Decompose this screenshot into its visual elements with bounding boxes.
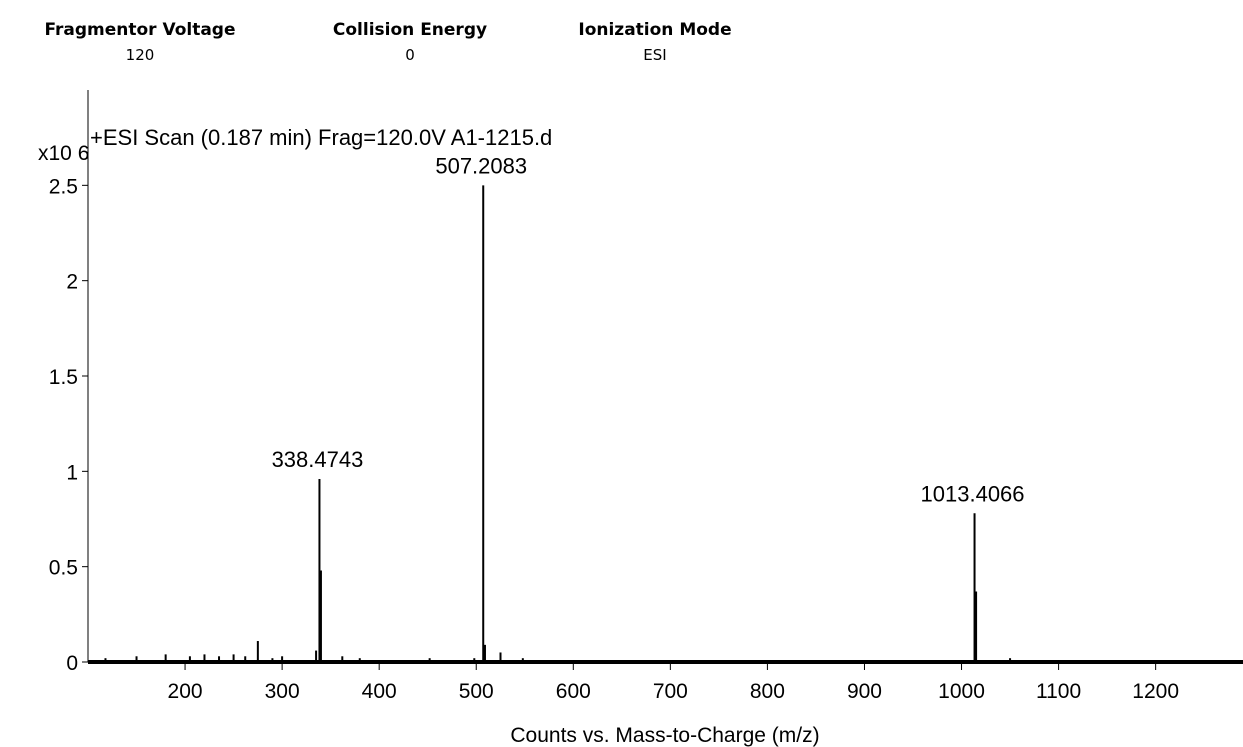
y-tick-label: 1 — [66, 461, 78, 484]
peak-label: 507.2083 — [435, 153, 527, 178]
x-axis-label: Counts vs. Mass-to-Charge (m/z) — [510, 724, 819, 747]
param-value: ESI — [643, 46, 667, 64]
x-tick-label: 800 — [750, 680, 785, 703]
param-collision-energy: Collision Energy 0 — [315, 20, 505, 64]
x-tick-label: 900 — [847, 680, 882, 703]
peak-label: 338.4743 — [272, 447, 364, 472]
x-tick-label: 200 — [168, 680, 203, 703]
param-label: Ionization Mode — [578, 20, 732, 40]
y-tick-label: 2.5 — [49, 175, 78, 198]
x-tick-label: 300 — [265, 680, 300, 703]
y-multiplier-label: x10 6 — [38, 142, 89, 165]
x-tick-label: 600 — [556, 680, 591, 703]
param-label: Fragmentor Voltage — [44, 20, 236, 40]
param-label: Collision Energy — [332, 20, 488, 40]
param-value: 120 — [125, 46, 155, 64]
param-fragmentor-voltage: Fragmentor Voltage 120 — [30, 20, 250, 64]
x-tick-label: 1100 — [1036, 680, 1081, 703]
y-tick-label: 2 — [66, 271, 78, 294]
x-tick-label: 500 — [459, 680, 494, 703]
chart-title: +ESI Scan (0.187 min) Frag=120.0V A1-121… — [90, 125, 552, 150]
x-tick-label: 1200 — [1132, 680, 1179, 703]
x-tick-label: 400 — [362, 680, 397, 703]
y-tick-label: 0 — [66, 652, 78, 675]
x-tick-label: 1000 — [938, 680, 985, 703]
y-tick-label: 0.5 — [49, 557, 78, 580]
param-ionization-mode: Ionization Mode ESI — [555, 20, 755, 64]
y-tick-label: 1.5 — [49, 366, 78, 389]
param-value: 0 — [405, 46, 415, 64]
x-tick-label: 700 — [653, 680, 688, 703]
peak-label: 1013.4066 — [921, 481, 1025, 506]
